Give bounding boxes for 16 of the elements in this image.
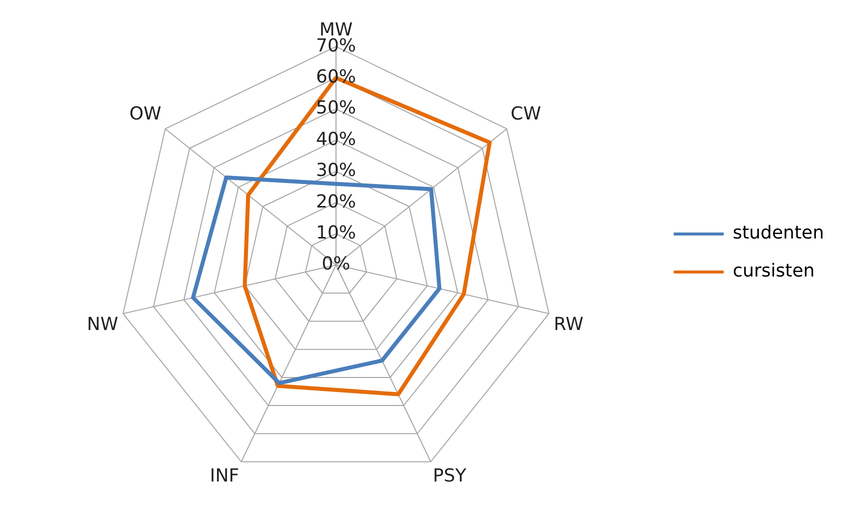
y-tick-label: 30%: [316, 160, 356, 182]
y-tick-label: 10%: [316, 222, 356, 244]
spoke-label: PSY: [432, 466, 468, 487]
legend-label: cursisten: [732, 260, 815, 282]
y-tick-label: 50%: [316, 98, 356, 119]
legend-label: studenten: [732, 222, 824, 244]
spoke-label: OW: [129, 104, 162, 125]
spoke-label: INF: [210, 466, 240, 487]
spoke-label: CW: [510, 104, 542, 125]
y-tick-label: 0%: [322, 254, 350, 275]
y-tick-label: 60%: [316, 66, 356, 88]
spoke-label: NW: [86, 314, 118, 336]
spoke-label: RW: [554, 314, 584, 336]
y-tick-label: 70%: [316, 35, 356, 56]
y-tick-label: 40%: [316, 128, 356, 150]
y-tick-label: 20%: [316, 191, 356, 212]
